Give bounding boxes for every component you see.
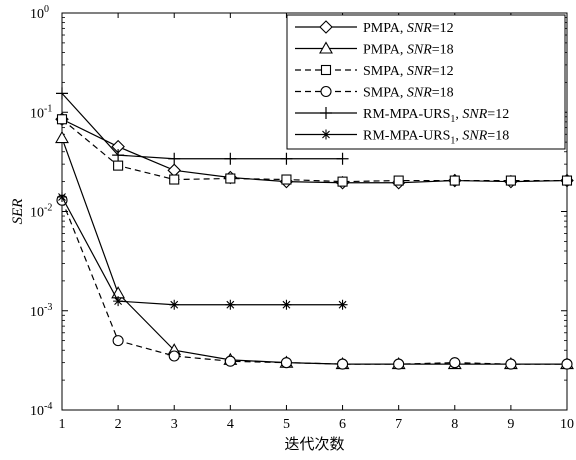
data-point-plus — [280, 152, 293, 165]
legend-label: PMPA, SNR=18 — [363, 43, 454, 58]
x-tick-label: 3 — [171, 417, 178, 432]
legend-box — [286, 14, 566, 150]
legend-entry: RM-MPA-URS1, SNR=12 — [295, 107, 509, 125]
y-axis-title: SER — [10, 199, 26, 225]
data-point-square — [337, 176, 348, 187]
legend-label: RM-MPA-URS1, SNR=18 — [363, 129, 509, 147]
data-point-plus — [224, 152, 237, 165]
legend-entry: SMPA, SNR=12 — [295, 64, 454, 79]
series-6 — [57, 191, 348, 310]
data-point-plus — [336, 152, 349, 165]
data-point-star — [113, 296, 124, 307]
y-tick-label: 100 — [30, 4, 49, 22]
legend-marker-diamond — [319, 20, 333, 34]
legend-marker-triangle — [319, 41, 333, 54]
legend-entry: PMPA, SNR=12 — [295, 20, 454, 36]
data-point-square — [113, 160, 124, 171]
legend-entry: RM-MPA-URS1, SNR=18 — [295, 129, 509, 147]
data-point-circle — [224, 355, 236, 367]
data-point-circle — [393, 358, 405, 370]
data-point-square — [393, 175, 404, 186]
legend-marker-circle — [320, 85, 332, 98]
x-tick-label: 2 — [115, 417, 122, 432]
legend-label: SMPA, SNR=12 — [363, 64, 454, 79]
x-axis-title: 迭代次数 — [284, 436, 344, 453]
data-point-circle — [505, 358, 517, 370]
data-point-square — [225, 173, 236, 184]
x-tick-label: 4 — [227, 417, 234, 432]
data-point-square — [56, 114, 68, 125]
x-tick-label: 8 — [451, 417, 458, 432]
legend-marker-square — [320, 64, 332, 76]
data-point-star — [225, 299, 236, 310]
series-line — [61, 137, 567, 365]
data-point-circle — [168, 350, 180, 362]
legend-entry: PMPA, SNR=18 — [295, 41, 454, 58]
y-tick-label: 10-3 — [30, 302, 52, 320]
x-tick-label: 5 — [283, 417, 290, 432]
data-point-square — [281, 174, 292, 185]
x-tick-label: 6 — [339, 417, 346, 432]
x-tick-label: 9 — [507, 417, 514, 432]
legend-label: PMPA, SNR=12 — [363, 21, 454, 36]
data-point-square — [449, 175, 460, 186]
legend-marker-star — [321, 129, 331, 140]
series-5 — [56, 87, 349, 165]
series-line — [61, 118, 568, 184]
series-line — [61, 196, 343, 306]
series-line — [61, 92, 343, 160]
x-tick-label: 1 — [59, 417, 66, 432]
y-tick-label: 10-1 — [30, 103, 52, 121]
data-point-square — [561, 175, 573, 186]
data-point-triangle — [55, 130, 69, 144]
data-point-circle — [280, 357, 292, 369]
data-point-star — [169, 299, 180, 310]
y-tick-label: 10-4 — [30, 401, 52, 419]
x-tick-label: 10 — [560, 417, 574, 432]
legend-entry: SMPA, SNR=18 — [295, 86, 454, 101]
legend-label: SMPA, SNR=18 — [363, 86, 454, 101]
data-point-star — [57, 191, 67, 202]
data-point-star — [337, 299, 348, 310]
data-point-circle — [337, 358, 349, 370]
series-line — [61, 199, 567, 365]
series-line — [61, 118, 567, 183]
x-tick-label: 7 — [395, 417, 402, 432]
data-point-square — [169, 174, 180, 185]
data-point-circle — [561, 358, 573, 370]
y-tick-label: 10-2 — [30, 203, 52, 221]
data-point-plus — [112, 149, 125, 162]
legend-marker-plus — [320, 107, 332, 119]
data-point-square — [505, 175, 516, 186]
legend-label: RM-MPA-URS1, SNR=12 — [363, 107, 509, 125]
series-4 — [56, 194, 573, 370]
data-point-star — [281, 299, 292, 310]
data-point-circle — [449, 357, 461, 369]
data-point-circle — [112, 335, 124, 347]
data-point-plus — [56, 87, 68, 100]
series-2 — [55, 130, 574, 370]
data-point-plus — [168, 152, 181, 165]
series-3 — [56, 114, 573, 187]
